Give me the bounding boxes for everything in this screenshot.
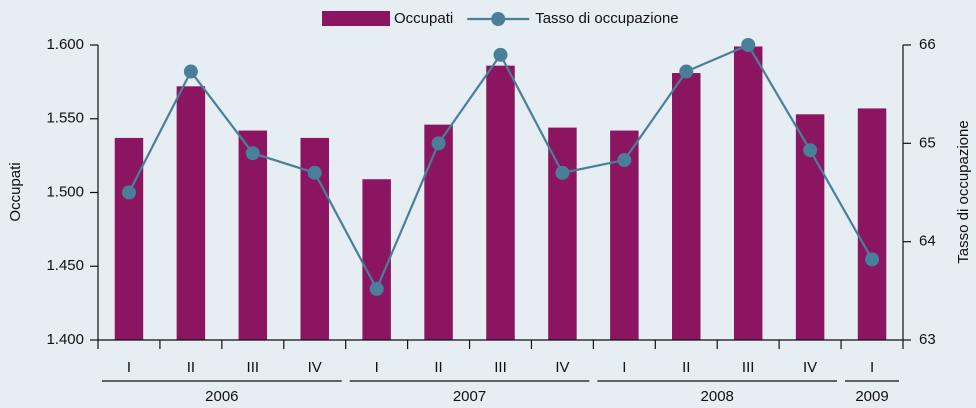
group-label: 2007 (453, 388, 486, 405)
legend-marker (491, 12, 506, 26)
line-marker (803, 143, 818, 158)
bar (857, 108, 887, 340)
y-tick-label: 1.500 (46, 183, 84, 200)
y2-axis-title: Tasso di occupazione (955, 120, 972, 263)
y-axis-title: Occupati (7, 162, 24, 221)
bar (672, 73, 701, 341)
legend-label: Tasso di occupazione (535, 10, 678, 27)
line-marker (431, 136, 446, 151)
x-tick-label: I (127, 359, 131, 376)
line-marker (307, 165, 322, 180)
y-tick-label: 1.550 (46, 110, 84, 127)
x-tick-label: IV (803, 359, 817, 376)
line-marker (617, 153, 632, 168)
y-tick-label: 1.450 (46, 257, 84, 274)
line-marker (555, 165, 570, 180)
bar (238, 130, 268, 340)
x-tick-label: III (742, 359, 755, 376)
bar (424, 124, 453, 341)
x-tick-label: I (375, 359, 379, 376)
group-label: 2006 (205, 388, 238, 405)
x-tick-label: II (434, 359, 442, 376)
y2-tick-label: 64 (919, 233, 936, 250)
line-marker (369, 281, 384, 296)
line-marker (741, 38, 756, 52)
x-tick-label: I (870, 359, 874, 376)
y-tick-label: 1.400 (46, 331, 84, 348)
line-marker (865, 252, 880, 267)
x-tick-label: III (494, 359, 507, 376)
y2-tick-label: 65 (919, 134, 936, 151)
x-tick-label: III (247, 359, 260, 376)
legend-label: Occupati (394, 10, 453, 27)
legend-swatch (322, 11, 390, 26)
bar (176, 86, 206, 340)
line-marker (183, 64, 198, 79)
x-tick-label: I (622, 359, 626, 376)
line-marker (679, 64, 694, 79)
bar (548, 127, 577, 340)
bar (486, 65, 515, 341)
line-marker (493, 47, 508, 62)
bar (114, 137, 144, 340)
group-label: 2009 (855, 388, 888, 405)
line-marker (121, 185, 136, 200)
x-tick-label: II (187, 359, 195, 376)
y2-tick-label: 66 (919, 36, 936, 53)
x-tick-label: II (682, 359, 690, 376)
bar (733, 46, 763, 340)
y2-tick-label: 63 (919, 331, 936, 348)
group-label: 2008 (701, 388, 734, 405)
y-tick-label: 1.600 (46, 36, 84, 53)
x-tick-label: IV (555, 359, 569, 376)
bar (362, 179, 391, 340)
x-tick-label: IV (308, 359, 322, 376)
line-marker (245, 146, 260, 161)
